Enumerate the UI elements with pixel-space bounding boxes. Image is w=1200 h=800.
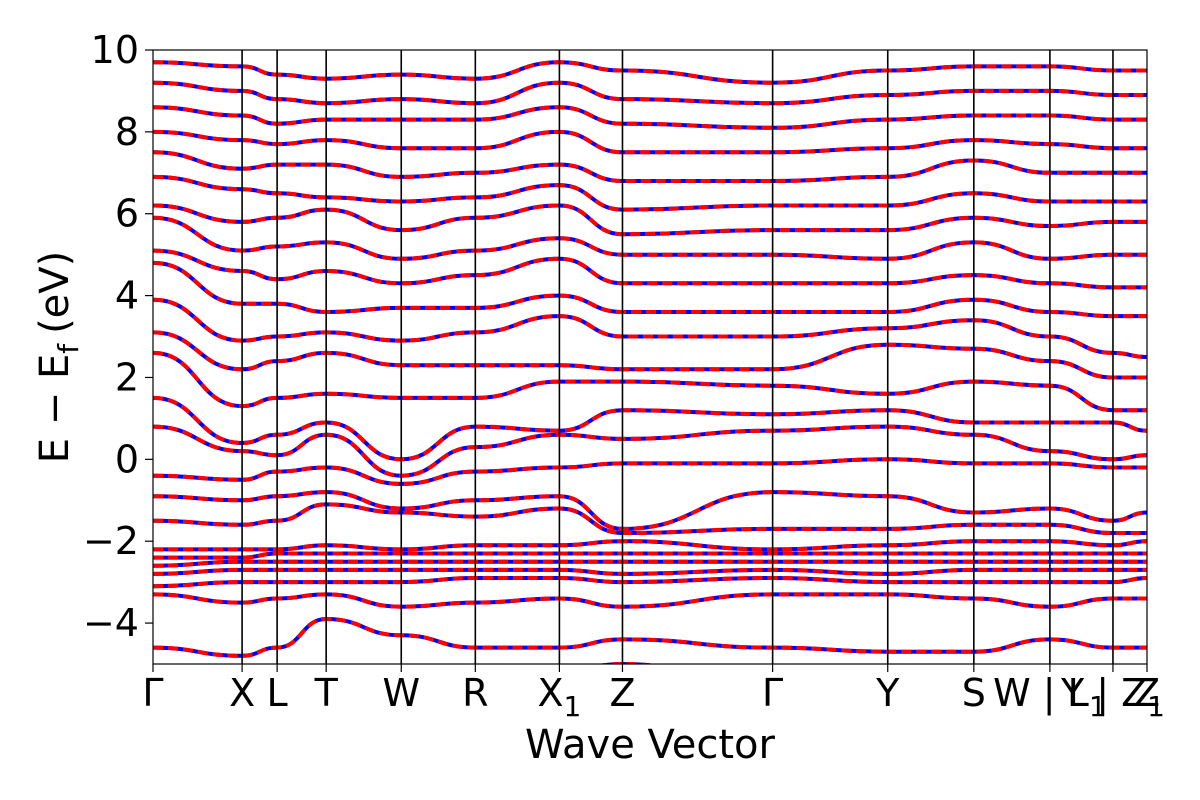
band-8-red — [153, 502, 1147, 536]
y-tick-label: 4 — [115, 274, 139, 318]
x-tick-label-main: W — [382, 671, 420, 715]
x-tick-label: T — [314, 671, 339, 715]
x-tick-label-main: L — [267, 671, 288, 715]
x-tick-label: R — [462, 671, 488, 715]
band-lines — [153, 60, 1147, 664]
band-14-red — [153, 330, 1147, 380]
x-tick-label: W — [382, 671, 420, 715]
x-tick-label-main: W | L — [993, 671, 1089, 716]
y-tick-label: 6 — [115, 192, 139, 236]
x-tick-label: Γ — [762, 671, 783, 715]
band-11-red — [153, 424, 1147, 478]
x-tick-label-main: Y | Z — [1060, 671, 1147, 716]
high-symmetry-lines — [241, 50, 1114, 664]
x-tick-label-subscript: 1 — [1089, 690, 1107, 723]
band-18-red — [153, 215, 1147, 261]
band-5-red — [153, 559, 1147, 568]
x-tick-label: Z — [1134, 671, 1160, 715]
y-tick-label: 10 — [91, 28, 139, 72]
x-axis-title: Wave Vector — [525, 722, 776, 768]
x-axis-ticks: Γ X L T W R X1 Z Γ Y S W | L1Y | Z1Z — [142, 664, 1165, 723]
x-tick-label-main: Y — [875, 671, 900, 715]
band-13-blue — [153, 350, 1147, 413]
band-6-red — [153, 551, 1147, 560]
band-16-red — [153, 260, 1147, 319]
band-15-red — [153, 297, 1147, 359]
y-tick-label: 2 — [115, 355, 139, 399]
band-2-red — [153, 592, 1147, 609]
band-20-red — [153, 174, 1147, 212]
x-tick-label-main: X — [229, 671, 255, 715]
y-tick-label: −2 — [83, 519, 139, 563]
x-tick-label-main: T — [314, 671, 339, 715]
x-tick-label: Y | Z1 — [1060, 671, 1165, 723]
x-tick-label: X1 — [537, 671, 581, 723]
band-22-red — [153, 129, 1147, 155]
y-tick-label: 8 — [115, 110, 139, 154]
x-tick-label: X — [229, 671, 255, 715]
band-1-red — [153, 616, 1147, 658]
y-axis-title-subscript: f — [52, 343, 85, 354]
band-7-red — [153, 539, 1147, 552]
x-tick-label: Z — [609, 671, 635, 715]
y-tick-label: −4 — [83, 601, 139, 645]
x-tick-label: Γ — [142, 671, 163, 715]
x-tick-label-main: Z — [609, 671, 635, 715]
x-tick-label-main: Z — [1134, 671, 1160, 715]
x-tick-label: Y — [875, 671, 900, 715]
x-tick-label: W | L1 — [993, 671, 1107, 723]
band-10-red — [153, 457, 1147, 486]
band-4-red — [153, 567, 1147, 576]
x-tick-label-main: S — [962, 671, 986, 715]
band-19-red — [153, 203, 1147, 237]
x-tick-label-main: Γ — [142, 671, 163, 715]
x-tick-label-subscript: 1 — [564, 690, 582, 723]
x-tick-label-subscript: 1 — [1147, 690, 1165, 723]
x-tick-label: S — [962, 671, 986, 715]
band-9-red — [153, 490, 1147, 531]
x-tick-label-main: R — [462, 671, 488, 715]
band-25-red — [153, 60, 1147, 85]
band-21-red — [153, 150, 1147, 184]
band-12-red — [153, 395, 1147, 462]
x-tick-label-main: Γ — [762, 671, 783, 715]
band-23-red — [153, 105, 1147, 130]
y-axis-title: E − Ef (eV) — [32, 251, 85, 464]
x-tick-label: L — [267, 671, 288, 715]
y-axis-title-main: E − E — [32, 354, 78, 464]
band-17-red — [153, 248, 1147, 290]
x-tick-label-main: X — [537, 671, 563, 715]
band-24-red — [153, 80, 1147, 106]
y-axis-ticks: 10 8 6 4 2 0 −2 −4 — [83, 28, 153, 645]
band-3-red — [153, 575, 1147, 589]
y-tick-label: 0 — [115, 437, 139, 481]
plot-frame — [152, 49, 1148, 665]
y-axis-title-unit: (eV) — [32, 251, 78, 334]
